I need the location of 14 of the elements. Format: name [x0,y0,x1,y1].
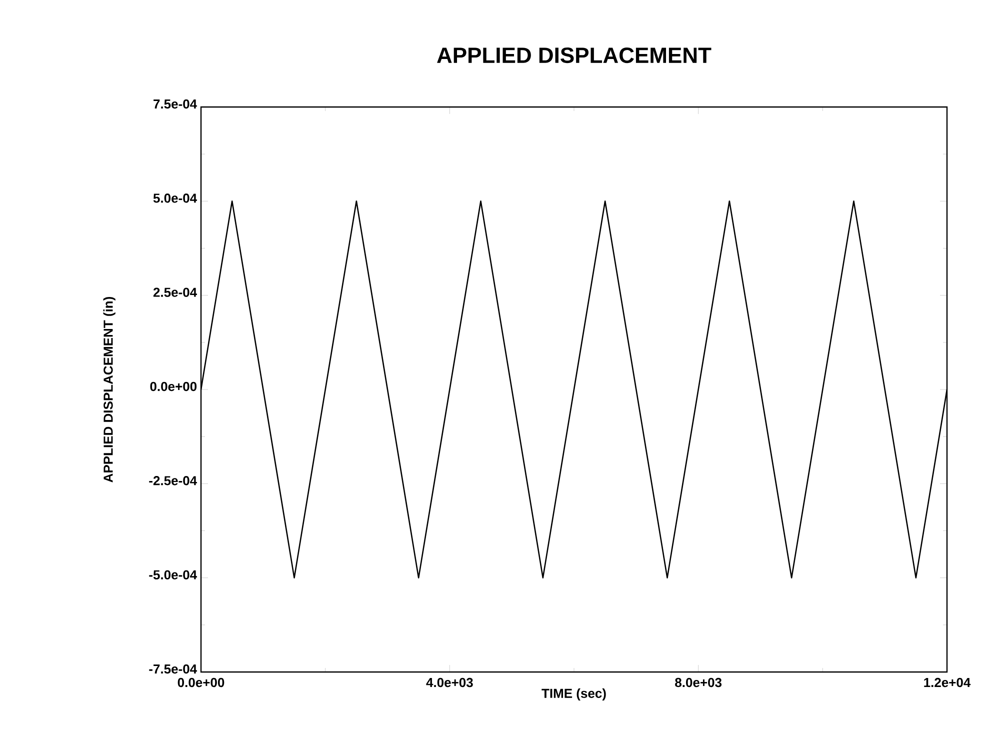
x-tick-label: 8.0e+03 [675,678,722,688]
y-tick-label: 5.0e-04 [153,194,197,203]
x-tick-label: 4.0e+03 [426,678,473,688]
y-tick-label: -5.0e-04 [149,570,197,580]
y-tick-label: 0.0e+00 [150,382,197,392]
y-tick-label: 7.5e-04 [154,99,197,109]
x-tick-label: 1.2e+04 [924,678,971,688]
y-tick-label: 2.5e-04 [153,288,197,297]
y-tick-label: -7.5e-04 [149,664,197,674]
x-axis-title: TIME (sec) [542,688,606,701]
y-axis-title: APPLIED DISPLACEMENT (in) [103,296,116,482]
y-tick-label: -2.5e-04 [149,476,197,486]
x-tick-label: 0.0e+00 [178,678,224,688]
chart-title: APPLIED DISPLACEMENT [437,47,712,64]
